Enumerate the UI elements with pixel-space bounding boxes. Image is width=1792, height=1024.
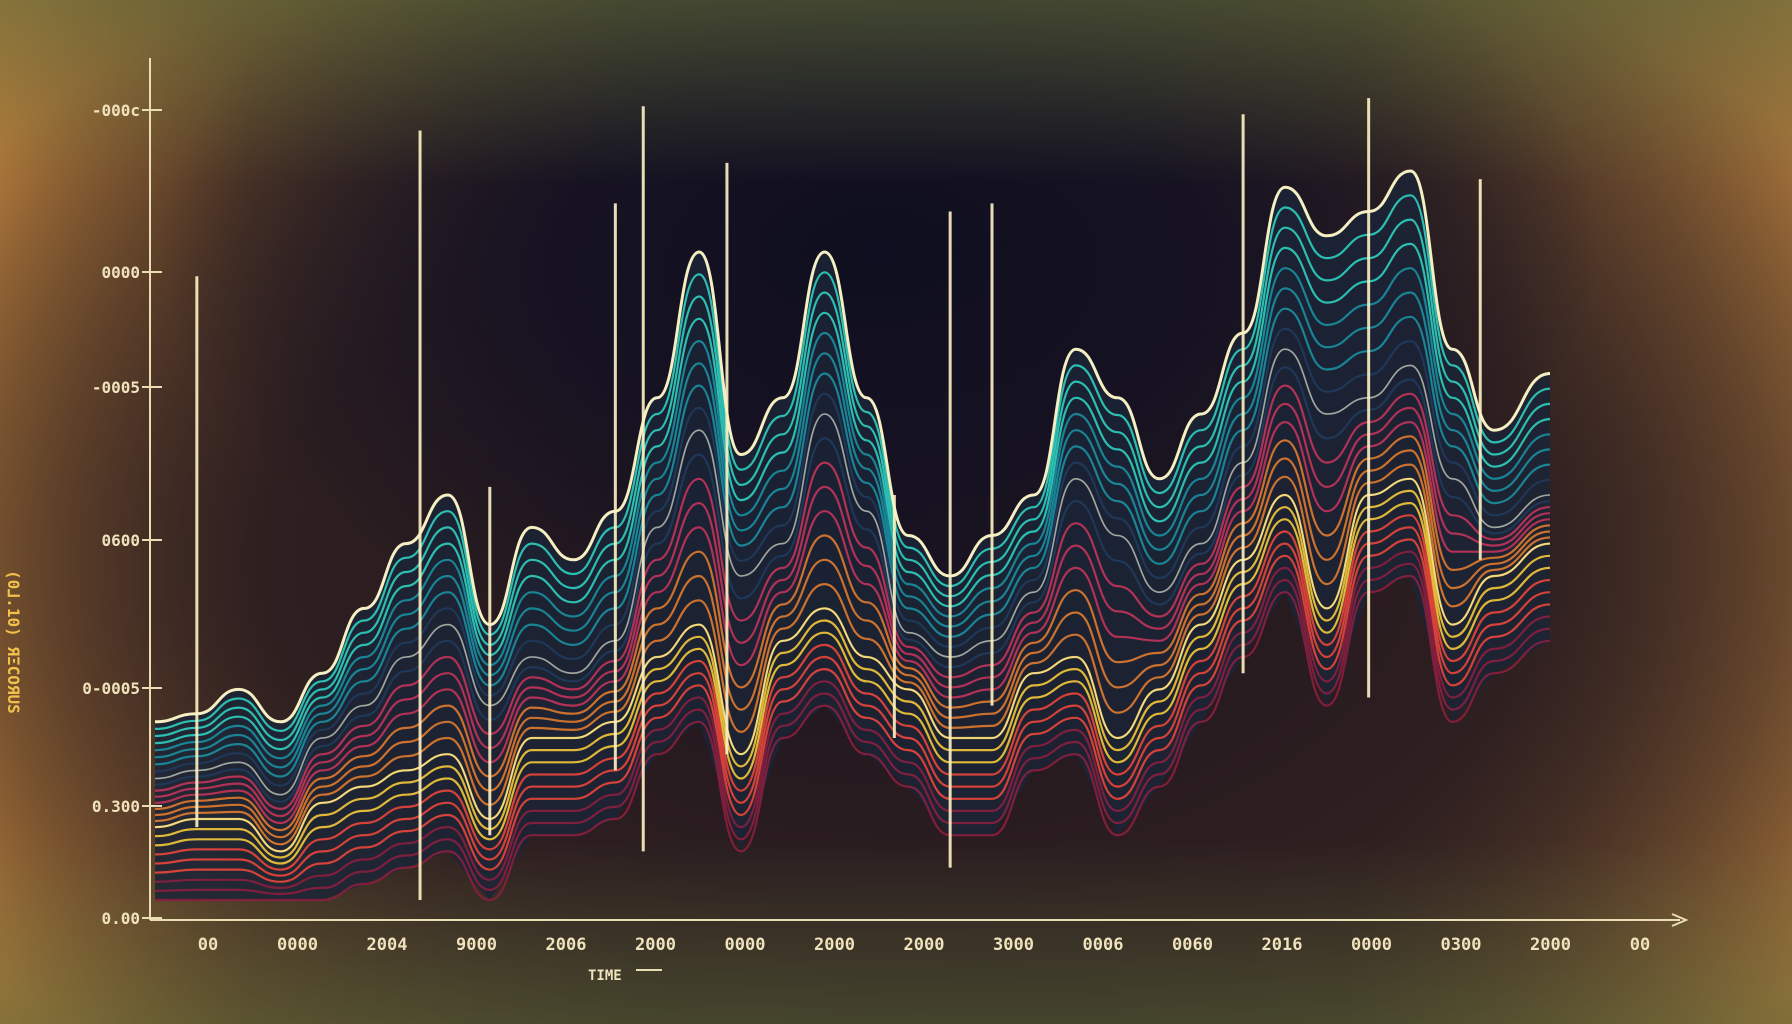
- x-tick-label: 2000: [814, 935, 855, 955]
- y-axis-title: (0⅃.10) ЯΞCOЯUS: [4, 570, 23, 714]
- x-tick-label: 0000: [1351, 935, 1392, 955]
- y-tick-label: 0.00: [101, 909, 140, 928]
- x-tick-label: 2000: [904, 935, 945, 955]
- y-tick-label: -000c: [92, 101, 140, 120]
- spike-lines: [195, 98, 1482, 900]
- x-tick-label: 0060: [1172, 935, 1213, 955]
- x-tick-label: 0000: [277, 935, 318, 955]
- x-tick-label: 0000: [725, 935, 766, 955]
- stream-area-fill: [155, 171, 1550, 900]
- stream-line: [154, 526, 1551, 877]
- x-tick-label: 2000: [635, 935, 676, 955]
- x-tick-label: 0006: [1083, 935, 1124, 955]
- x-tick-label: 00: [1630, 935, 1650, 955]
- x-tick-label: 2004: [367, 935, 408, 955]
- stream-line: [154, 366, 1551, 803]
- stream-line: [154, 420, 1551, 825]
- stream-line: [154, 402, 1551, 818]
- x-ticks: 00 0000 2004 9000 2006 2000 0000 2000 2000 3000 00…: [198, 935, 1650, 955]
- y-ticks: -000c 0000 -0005 0600 0-0005 0.300 0.00: [82, 101, 162, 928]
- x-tick-label: 2000: [1530, 935, 1571, 955]
- y-tick-label: 0000: [101, 263, 140, 282]
- stream-line: [154, 562, 1551, 896]
- x-tick-label: 2006: [546, 935, 587, 955]
- stream-line: [154, 327, 1551, 787]
- stream-line: [154, 194, 1551, 733]
- stream-line: [154, 538, 1551, 883]
- y-tick-label: -0005: [92, 378, 140, 397]
- x-tick-label: 2016: [1262, 935, 1303, 955]
- series-crests: [154, 169, 1551, 853]
- stream-line: [154, 449, 1551, 839]
- x-axis-arrow: [1671, 913, 1689, 927]
- series-crest-line: [154, 169, 1551, 724]
- y-tick-label: 0-0005: [82, 679, 140, 698]
- x-tick-label: 0300: [1441, 935, 1482, 955]
- stream-line: [154, 501, 1551, 865]
- stream-line: [154, 307, 1551, 778]
- stream-line: [154, 384, 1551, 811]
- x-axis-title: TIME: [588, 968, 622, 984]
- x-tick-label: 9000: [456, 935, 497, 955]
- series-bands: [154, 169, 1551, 902]
- series-crest-line: [154, 348, 1551, 796]
- y-tick-label: 0600: [101, 531, 140, 550]
- stream-line: [154, 435, 1551, 832]
- stream-line: [154, 574, 1551, 902]
- x-tick-label: 3000: [993, 935, 1034, 955]
- stream-line: [154, 218, 1551, 742]
- y-tick-label: 0.300: [92, 797, 140, 816]
- series-crest-line: [154, 477, 1551, 853]
- stream-line: [154, 550, 1551, 890]
- x-tick-label: 00: [198, 935, 218, 955]
- stream-line: [154, 514, 1551, 871]
